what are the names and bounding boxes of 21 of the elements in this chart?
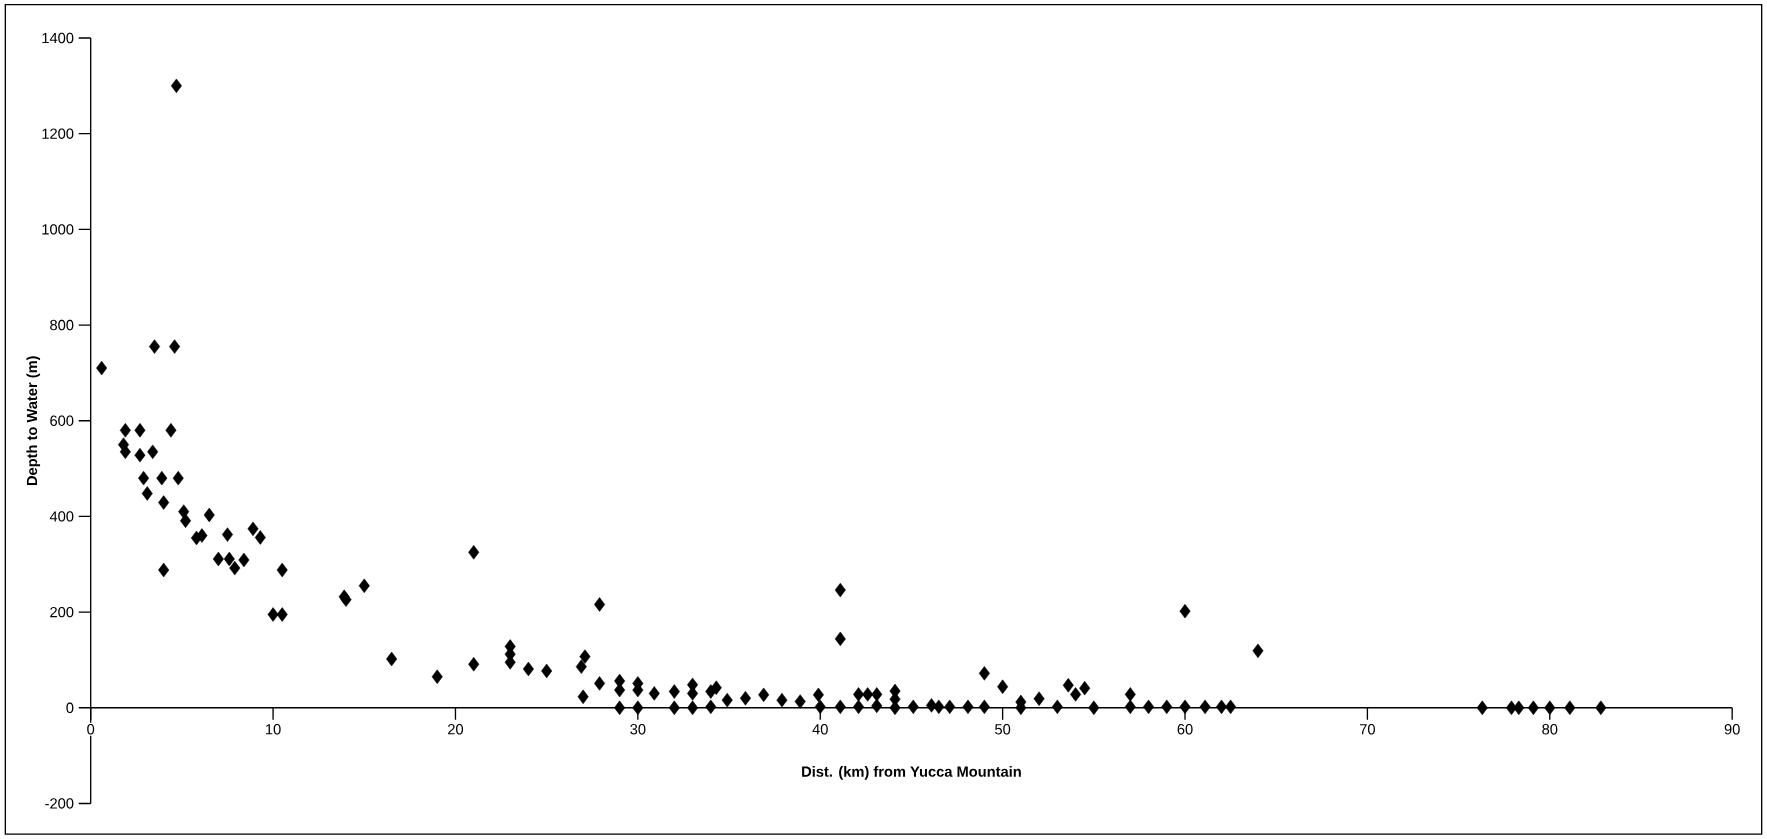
x-axis-title: Dist. (km) from Yucca Mountain xyxy=(802,766,1021,780)
y-tick-label: 400 xyxy=(49,511,74,522)
y-axis-title: Depth to Water (m) xyxy=(26,356,41,486)
y-tick-label: 0 xyxy=(66,702,74,714)
x-tick-label: 60 xyxy=(1177,724,1193,735)
x-tick-label: 90 xyxy=(1724,724,1740,735)
x-tick-label: 80 xyxy=(1542,724,1558,735)
y-tick-label: -200 xyxy=(45,798,74,809)
x-tick-label: 40 xyxy=(812,724,828,735)
y-tick-label: 800 xyxy=(50,319,74,331)
x-tick-label: 0 xyxy=(87,724,95,735)
x-tick-label: 30 xyxy=(630,724,646,735)
x-tick-label: 10 xyxy=(266,724,281,735)
y-tick-label: 1000 xyxy=(42,224,74,235)
y-tick-label: 1200 xyxy=(42,128,74,139)
x-tick-label: 70 xyxy=(1360,724,1375,735)
x-tick-label: 50 xyxy=(995,724,1011,735)
y-tick-label: 600 xyxy=(50,415,74,427)
y-tick-label: 1400 xyxy=(42,32,74,44)
y-tick-label: 200 xyxy=(50,607,74,618)
x-tick-label: 20 xyxy=(448,724,464,735)
